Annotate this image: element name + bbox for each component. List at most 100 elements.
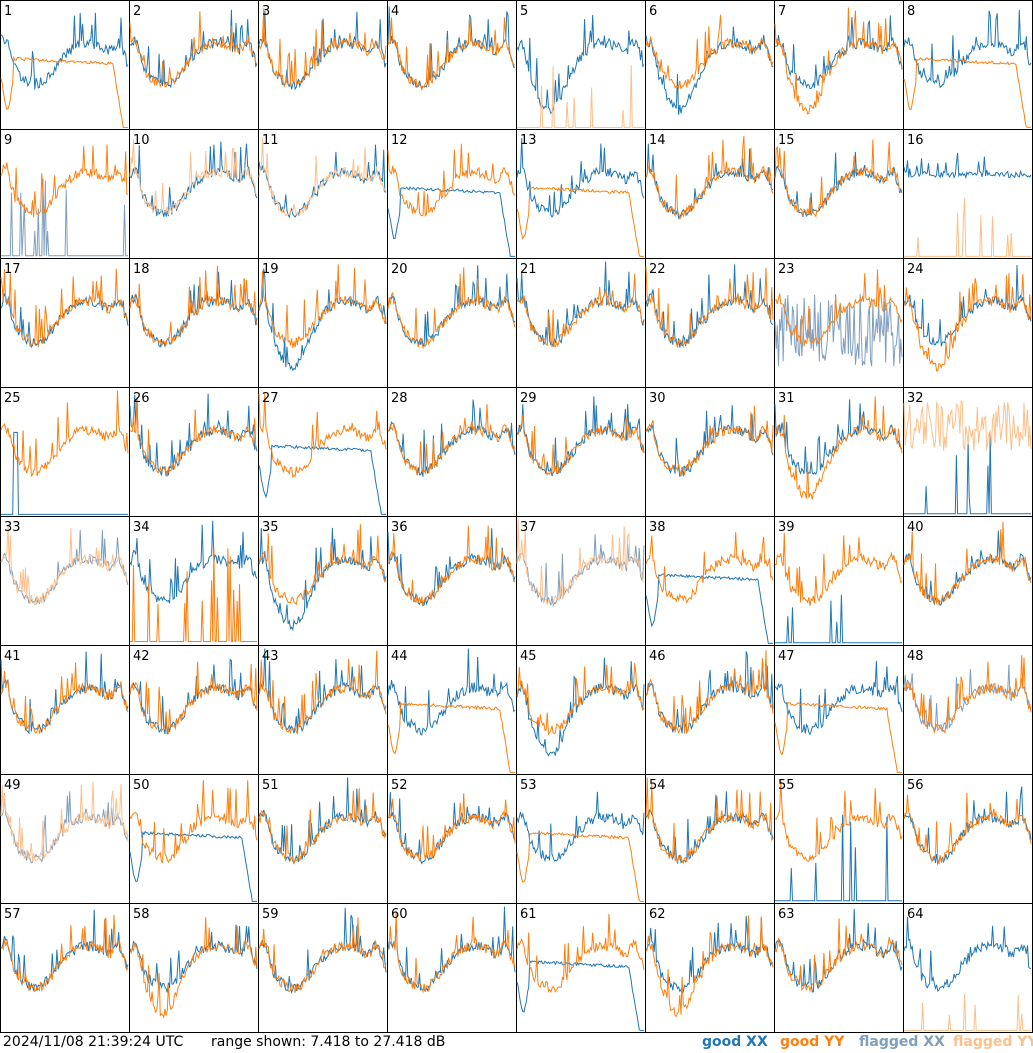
tile-frame	[0, 0, 130, 130]
tile-frame	[645, 903, 775, 1033]
series-yy-line	[129, 661, 258, 735]
tile-frame	[258, 774, 388, 904]
tile-label: 24	[907, 262, 924, 277]
series-xx-line	[774, 660, 903, 736]
series-yy-line	[0, 914, 129, 993]
tile-frame	[903, 258, 1033, 388]
series-yy-line	[258, 524, 387, 606]
series-yy-line	[129, 397, 257, 477]
tile-label: 2	[133, 4, 141, 19]
tile-frame	[645, 258, 775, 388]
series-xx-line	[645, 791, 774, 864]
tile-label: 28	[391, 391, 408, 406]
series-yy-line	[645, 136, 774, 221]
legend-flagged-xx-word: flagged	[859, 1034, 919, 1050]
tile-frame	[387, 645, 517, 775]
legend-good-yy-pol: YY	[824, 1034, 845, 1050]
series-xx-line	[0, 12, 129, 90]
legend-good-yy: good YY	[780, 1034, 844, 1050]
tile-19: 19	[258, 258, 388, 388]
tile-frame	[774, 0, 904, 130]
tile-frame	[903, 0, 1033, 130]
tile-57: 57	[0, 903, 130, 1033]
series-xx-line	[774, 151, 903, 218]
series-yy-line	[516, 273, 645, 348]
series-yy-line	[903, 521, 1032, 607]
tile-frame	[645, 645, 775, 775]
tile-45: 45	[516, 645, 646, 775]
series-yy-line	[129, 11, 258, 89]
tile-frame	[258, 258, 388, 388]
series-yy-line	[0, 781, 129, 863]
series-xx-line	[0, 791, 129, 864]
tile-label: 26	[133, 391, 150, 406]
series-yy-line	[129, 780, 258, 864]
series-xx-line	[258, 527, 387, 632]
tile-46: 46	[645, 645, 775, 775]
tile-frame	[387, 903, 517, 1033]
series-yy-line	[645, 650, 774, 734]
tile-label: 33	[4, 520, 21, 535]
tile-41: 41	[0, 645, 130, 775]
tile-frame	[258, 516, 388, 646]
tile-label: 21	[520, 262, 537, 277]
series-yy-line	[129, 138, 258, 215]
tile-label: 18	[133, 262, 150, 277]
tile-frame	[129, 645, 259, 775]
tile-frame	[774, 774, 904, 904]
tile-label: 55	[778, 778, 795, 793]
tile-34: 34	[129, 516, 259, 646]
legend-flagged-yy-pol: YY	[1017, 1034, 1033, 1050]
tile-label: 50	[133, 778, 150, 793]
tile-label: 29	[520, 391, 537, 406]
tile-frame	[774, 645, 904, 775]
legend-flagged-xx: flagged XX	[859, 1034, 945, 1050]
series-yy-line	[774, 269, 903, 347]
series-yy-line	[903, 399, 1032, 451]
series-xx-line	[1, 178, 128, 257]
series-xx-line	[774, 293, 903, 367]
series-yy-line	[645, 405, 774, 476]
tile-27: 27	[258, 387, 388, 517]
series-xx-line	[129, 141, 258, 217]
tile-30: 30	[645, 387, 775, 517]
series-yy-line	[645, 266, 774, 349]
series-yy-line	[517, 65, 644, 128]
tile-frame	[129, 129, 259, 259]
tile-label: 1	[4, 4, 12, 19]
series-yy-line	[645, 532, 774, 604]
tile-label: 12	[391, 133, 408, 148]
tile-label: 23	[778, 262, 795, 277]
tile-label: 43	[262, 649, 279, 664]
tile-38: 38	[645, 516, 775, 646]
tile-frame	[387, 0, 517, 130]
tile-4: 4	[387, 0, 517, 130]
series-xx-line	[516, 791, 645, 863]
tile-63: 63	[774, 903, 904, 1033]
series-yy-line	[387, 16, 516, 92]
tile-14: 14	[645, 129, 775, 259]
tile-label: 63	[778, 907, 795, 922]
tile-60: 60	[387, 903, 517, 1033]
series-yy-line	[774, 918, 903, 993]
series-yy-line	[774, 701, 902, 773]
tile-label: 20	[391, 262, 408, 277]
tile-label: 57	[4, 907, 21, 922]
tile-frame	[645, 774, 775, 904]
tile-33: 33	[0, 516, 130, 646]
series-xx-line	[258, 907, 387, 994]
tile-2: 2	[129, 0, 259, 130]
tile-8: 8	[903, 0, 1033, 130]
series-yy-line	[129, 917, 258, 1019]
series-yy-line	[129, 265, 258, 348]
tile-32: 32	[903, 387, 1033, 517]
tile-50: 50	[129, 774, 259, 904]
tile-43: 43	[258, 645, 388, 775]
series-xx-line	[258, 144, 387, 219]
series-xx-line	[129, 658, 258, 735]
tile-label: 35	[262, 520, 279, 535]
series-yy-line	[774, 7, 903, 115]
tile-36: 36	[387, 516, 517, 646]
series-xx-line	[645, 573, 773, 644]
